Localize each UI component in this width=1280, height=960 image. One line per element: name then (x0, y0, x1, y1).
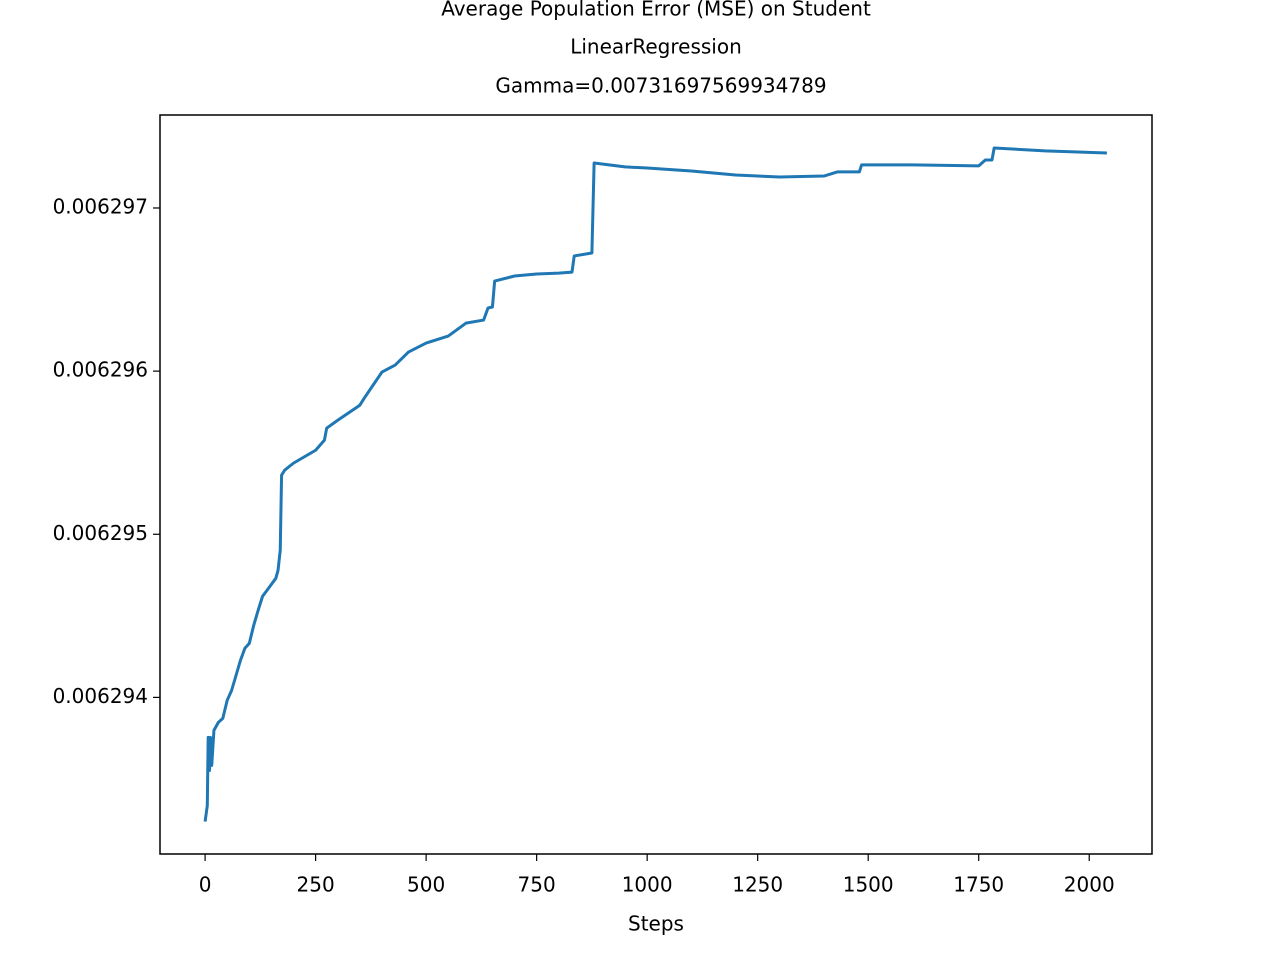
x-tick-label: 1250 (732, 873, 783, 897)
chart-title: Average Population Error (MSE) on Studen… (441, 0, 871, 21)
y-tick-label: 0.006296 (53, 358, 148, 382)
y-tick-label: 0.006294 (53, 684, 148, 708)
x-tick-label: 2000 (1064, 873, 1115, 897)
x-tick-label: 750 (518, 873, 556, 897)
x-axis-label: Steps (628, 912, 684, 936)
chart-title: Gamma=0.007316975699347​89 (495, 74, 826, 98)
plot-frame (159, 114, 1153, 855)
x-tick-label: 1000 (622, 873, 673, 897)
line (203, 146, 1107, 822)
x-tick-label: 0 (199, 873, 212, 897)
chart-title: LinearRegression (570, 35, 742, 59)
y-tick-label: 0.006295 (53, 521, 148, 545)
x-tick-label: 500 (407, 873, 445, 897)
x-tick-label: 1500 (843, 873, 894, 897)
y-tick-label: 0.006297 (53, 194, 148, 218)
x-tick-label: 250 (297, 873, 335, 897)
x-tick-label: 1750 (953, 873, 1004, 897)
